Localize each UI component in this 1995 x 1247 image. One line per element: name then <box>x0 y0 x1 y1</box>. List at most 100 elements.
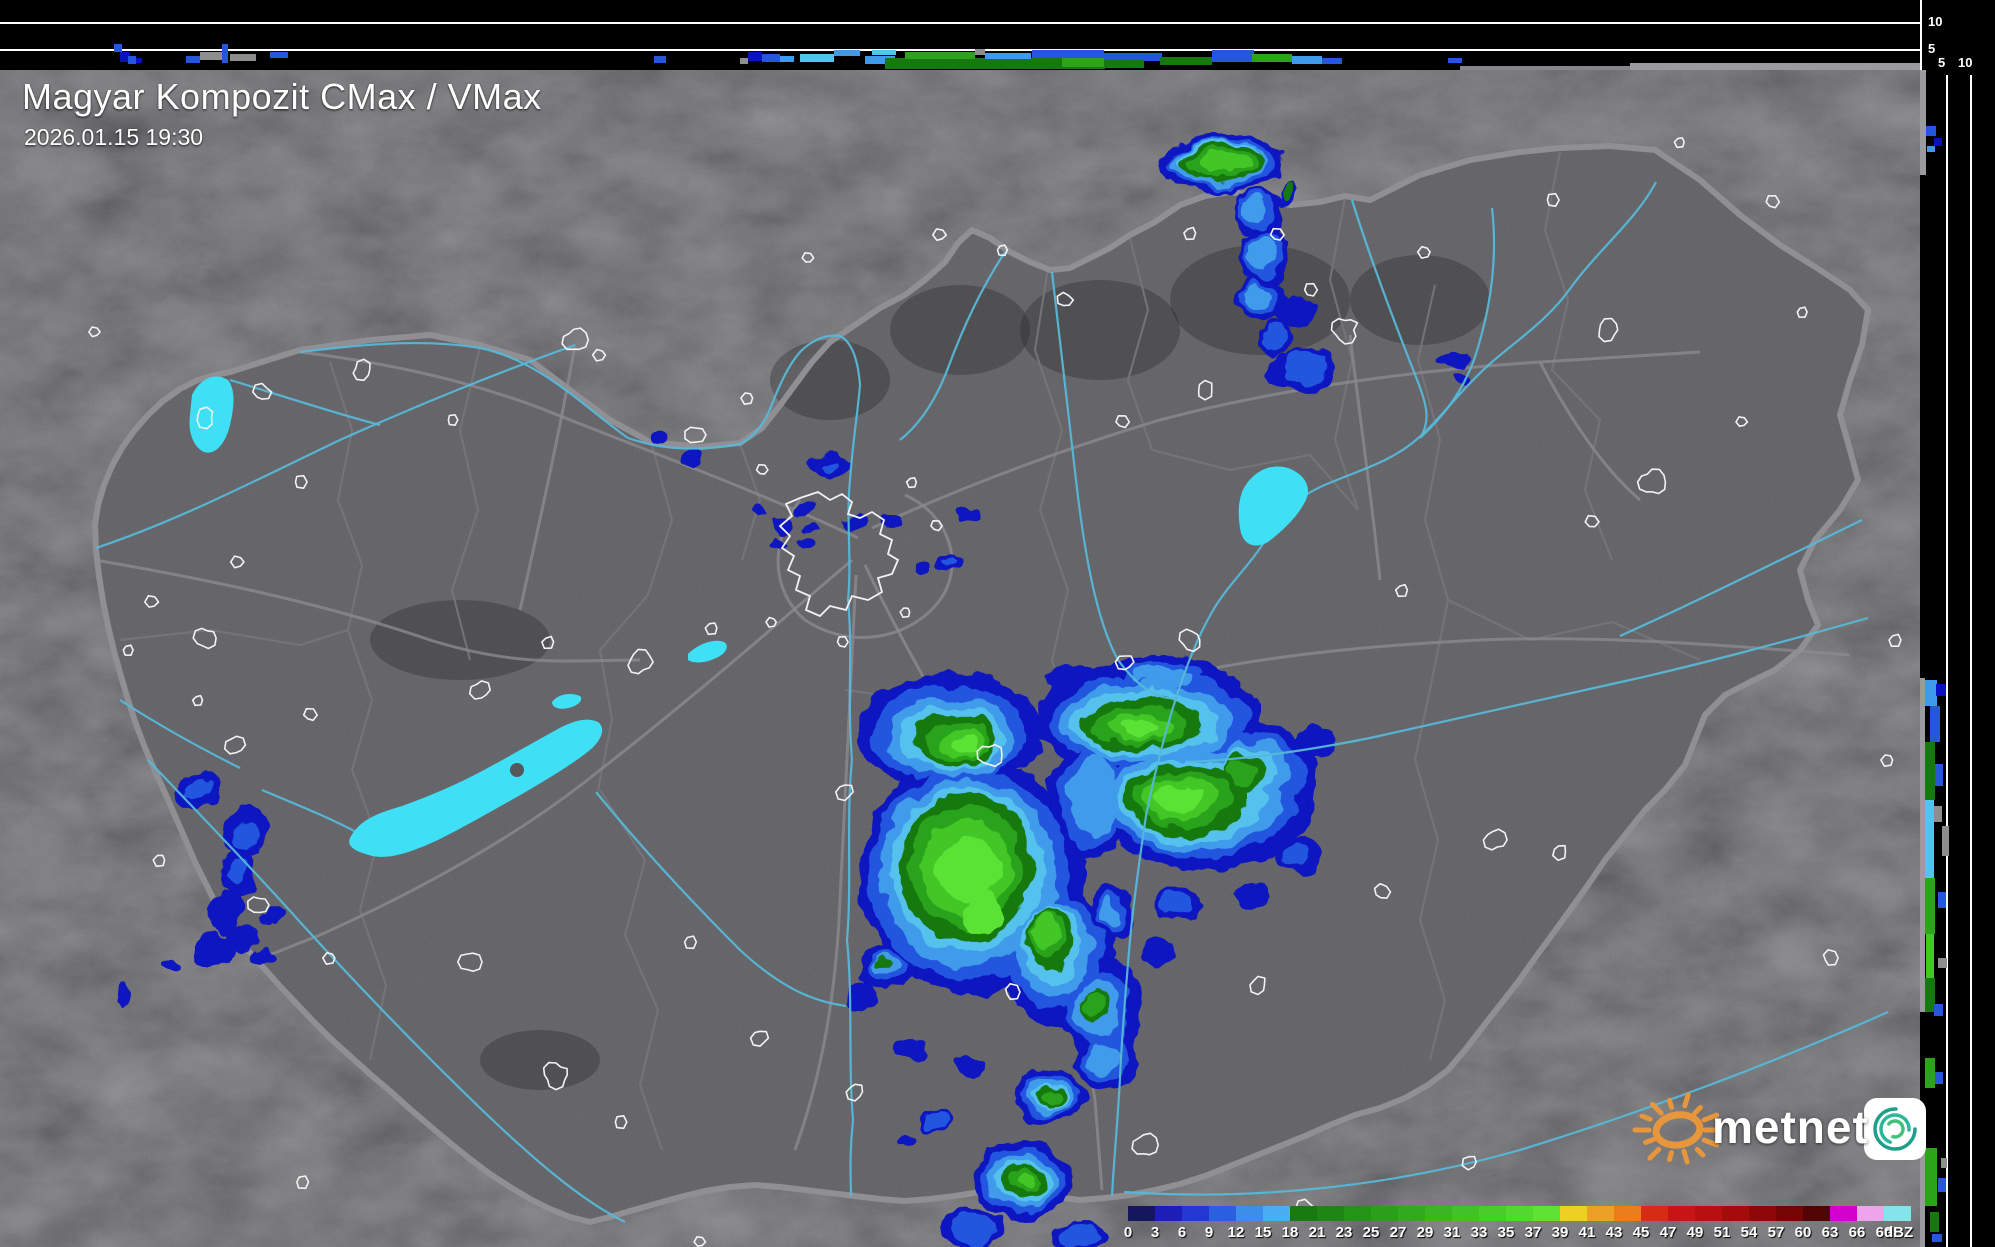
scale-cell <box>1128 1206 1155 1221</box>
echo-cell <box>1102 899 1118 925</box>
scale-cell <box>1263 1206 1290 1221</box>
echo-cell <box>1154 786 1202 812</box>
right-axis-label-10: 10 <box>1958 55 1973 70</box>
tihany-peninsula <box>510 763 524 777</box>
city-outline <box>1461 1155 1477 1171</box>
city-outline <box>1735 416 1749 428</box>
profile-echo-cell <box>654 56 666 63</box>
profile-echo-cell <box>1160 57 1212 65</box>
echo-cell <box>805 524 819 534</box>
scale-cell <box>1317 1206 1344 1221</box>
scale-tick-label: 41 <box>1578 1224 1596 1241</box>
city-outline <box>296 1175 310 1190</box>
city-outline <box>561 327 590 351</box>
road-line <box>1348 334 1382 581</box>
scale-tick-label: 43 <box>1605 1224 1623 1241</box>
county-line <box>1126 237 1154 451</box>
profile-echo-cell <box>865 56 895 64</box>
city-outline <box>683 935 698 950</box>
city-outline <box>976 743 1003 768</box>
profile-echo-cell <box>1920 678 1925 1012</box>
city-outline <box>1115 414 1131 429</box>
city-outline <box>1269 227 1285 241</box>
echo-cell <box>235 820 259 846</box>
height-line-5km-v <box>1946 75 1948 1247</box>
city-outline <box>247 896 270 914</box>
city-outline <box>591 348 607 362</box>
scale-tick-label: 33 <box>1470 1224 1488 1241</box>
profile-echo-cell <box>1252 54 1292 62</box>
city-outline <box>1482 828 1508 851</box>
profile-echo-cell <box>1934 1004 1943 1016</box>
county-line <box>599 789 664 1151</box>
echo-cell <box>1144 940 1176 964</box>
rivers <box>95 181 1889 1223</box>
echo-cell <box>1086 992 1102 1014</box>
city-outline <box>302 707 319 722</box>
county-line <box>1416 284 1450 681</box>
scale-cell <box>1614 1206 1641 1221</box>
city-outline <box>223 735 247 755</box>
city-outline <box>930 519 943 532</box>
scale-tick-label: 9 <box>1204 1224 1214 1241</box>
sun-ray <box>1681 1148 1690 1165</box>
city-outline <box>196 406 214 430</box>
profile-echo-cell <box>1925 978 1935 1012</box>
lake <box>552 694 582 709</box>
echo-cell <box>844 982 880 1010</box>
scale-cell <box>1857 1206 1884 1221</box>
county-line <box>596 444 674 791</box>
profile-echo-cell <box>1925 1058 1935 1088</box>
profile-echo-cell <box>872 50 896 55</box>
scale-cell <box>1560 1206 1587 1221</box>
profile-echo-cell <box>905 52 975 59</box>
sun-ray <box>1682 1092 1691 1109</box>
river-line <box>1050 271 1177 700</box>
city-outline <box>1373 882 1392 899</box>
profile-echo-cell <box>834 50 860 56</box>
city-outline <box>1114 655 1135 671</box>
profile-echo-cell <box>1925 800 1934 878</box>
city-outline <box>1183 226 1197 241</box>
metnet-logo: metnet <box>1632 1086 1932 1172</box>
sun-ray <box>1667 1150 1674 1163</box>
echo-cell <box>916 562 932 574</box>
echo-cell <box>822 461 842 471</box>
logo-graphic <box>1632 1092 1926 1165</box>
scale-tick-label: 0 <box>1123 1224 1133 1241</box>
city-outline <box>542 1061 569 1091</box>
profile-echo-cell <box>200 52 228 60</box>
echo-cell <box>753 506 767 518</box>
scale-tick-label: 23 <box>1335 1224 1353 1241</box>
scale-cell <box>1749 1206 1776 1221</box>
echo-cell <box>880 514 898 528</box>
lake <box>349 719 603 857</box>
profile-echo-cell <box>1938 1178 1946 1192</box>
echo-cell <box>253 948 271 962</box>
scale-tick-label: 6 <box>1177 1224 1187 1241</box>
city-outline <box>1416 245 1431 259</box>
city-outline <box>755 463 769 475</box>
scale-cell <box>1425 1206 1452 1221</box>
city-outline <box>614 1115 628 1130</box>
city-outline <box>1598 317 1619 343</box>
scale-cell <box>1884 1206 1911 1221</box>
road-line <box>871 350 1701 530</box>
lake <box>688 640 727 663</box>
river-line <box>595 791 847 1008</box>
river-line <box>1184 616 1869 764</box>
sun-ray <box>1647 1146 1662 1161</box>
city-outline <box>801 252 815 263</box>
echo-cell <box>116 978 130 1012</box>
echo-cell <box>231 858 249 886</box>
echo-cell <box>938 836 998 904</box>
scale-cell <box>1587 1206 1614 1221</box>
scale-tick-label: 12 <box>1227 1224 1245 1241</box>
city-outline <box>740 392 754 406</box>
lake <box>1238 466 1308 546</box>
river-line <box>261 788 357 833</box>
city-outline <box>144 594 160 608</box>
scale-tick-label: 49 <box>1686 1224 1704 1241</box>
profile-echo-cell <box>1934 806 1942 822</box>
